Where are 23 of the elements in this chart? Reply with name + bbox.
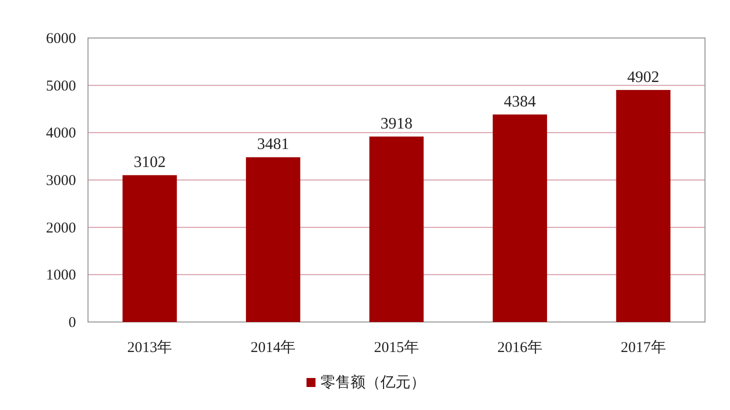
x-tick-label: 2014年 <box>250 339 296 356</box>
bar <box>369 136 424 322</box>
data-label: 4902 <box>627 68 660 86</box>
y-tick-label: 2000 <box>46 220 76 236</box>
data-label: 3102 <box>134 154 166 172</box>
y-tick-label: 6000 <box>46 31 76 47</box>
data-label: 3918 <box>380 116 412 133</box>
data-label: 4384 <box>504 93 536 110</box>
bar <box>122 175 177 322</box>
y-tick-label: 3000 <box>46 173 76 189</box>
x-tick-label: 2015年 <box>374 339 419 356</box>
x-tick-label: 2016年 <box>497 339 542 356</box>
x-tick-label: 2013年 <box>127 339 172 356</box>
x-tick-label: 2017年 <box>620 339 666 356</box>
legend-label: 零售额（亿元） <box>320 374 426 391</box>
y-tick-label: 4000 <box>46 126 76 142</box>
bar <box>616 90 670 322</box>
y-tick-label: 0 <box>68 315 76 331</box>
y-tick-label: 5000 <box>46 78 76 94</box>
bar <box>246 157 300 322</box>
y-tick-label: 1000 <box>46 268 76 284</box>
data-label: 3481 <box>257 136 290 154</box>
bar <box>492 114 548 322</box>
